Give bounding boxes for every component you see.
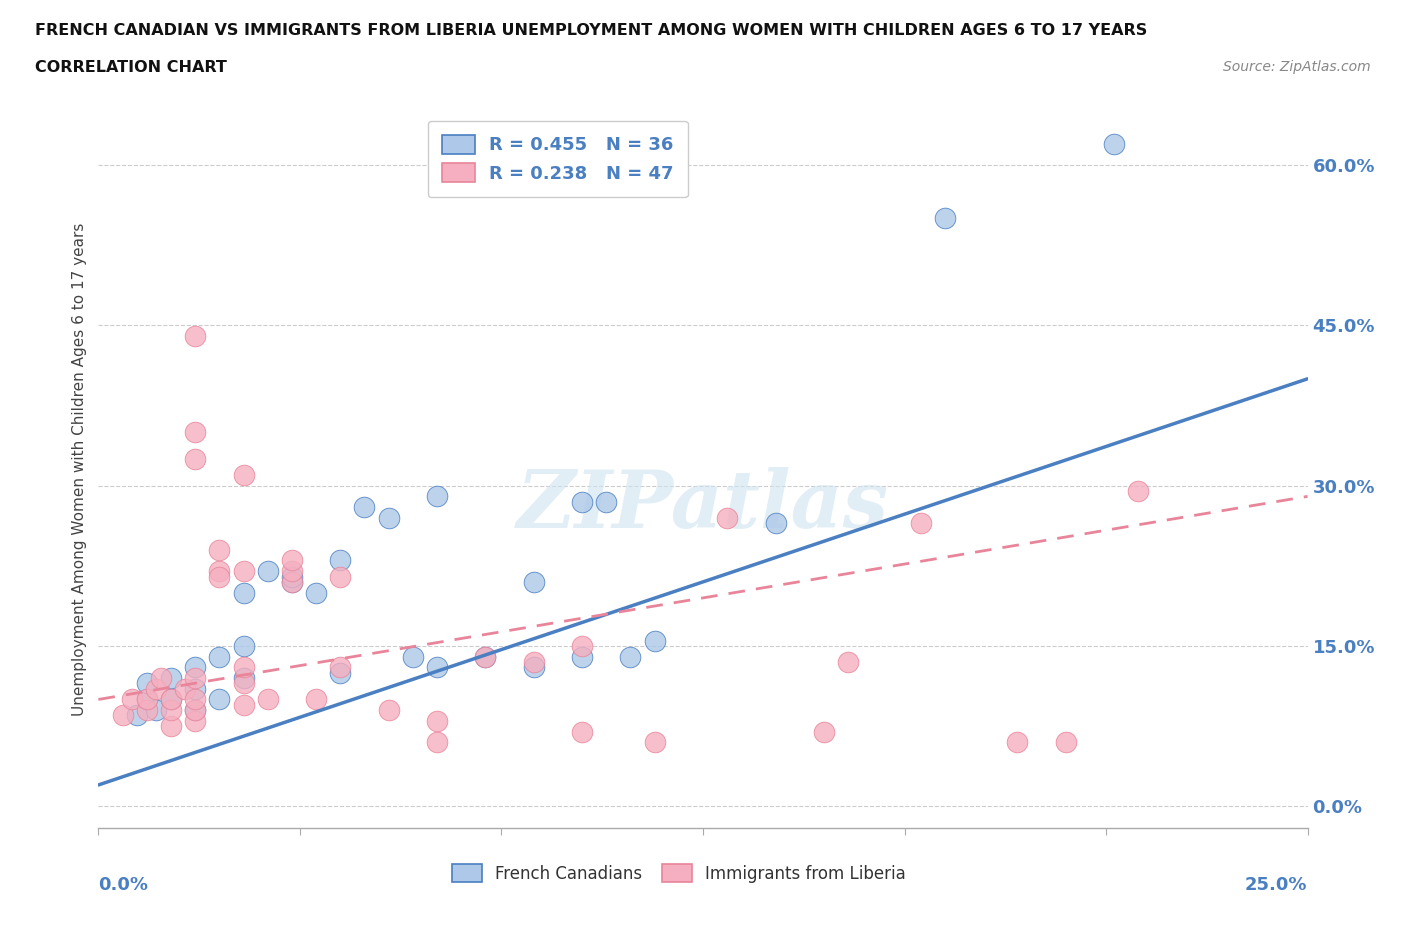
Point [281, 575, 304, 590]
Y-axis label: Unemployment Among Women with Children Ages 6 to 17 years: Unemployment Among Women with Children A… [72, 223, 87, 716]
Point [329, 665, 352, 680]
Point [523, 660, 546, 675]
Text: CORRELATION CHART: CORRELATION CHART [35, 60, 226, 75]
Point [232, 564, 254, 578]
Point [426, 735, 449, 750]
Point [1007, 735, 1029, 750]
Point [377, 703, 399, 718]
Point [208, 692, 231, 707]
Point [305, 692, 328, 707]
Point [281, 569, 304, 584]
Point [377, 511, 399, 525]
Point [184, 692, 207, 707]
Point [232, 671, 254, 685]
Point [232, 676, 254, 691]
Point [184, 703, 207, 718]
Point [765, 515, 787, 530]
Point [184, 425, 207, 440]
Point [281, 553, 304, 568]
Point [426, 660, 449, 675]
Point [837, 655, 859, 670]
Point [174, 682, 197, 697]
Point [160, 671, 183, 685]
Legend: French Canadians, Immigrants from Liberia: French Canadians, Immigrants from Liberi… [443, 857, 914, 891]
Point [281, 575, 304, 590]
Point [160, 692, 183, 707]
Point [281, 564, 304, 578]
Point [910, 515, 932, 530]
Point [184, 660, 207, 675]
Point [571, 639, 593, 654]
Point [1102, 136, 1125, 151]
Point [595, 494, 617, 509]
Text: Source: ZipAtlas.com: Source: ZipAtlas.com [1223, 60, 1371, 74]
Point [232, 698, 254, 712]
Point [426, 489, 449, 504]
Point [135, 676, 157, 691]
Point [571, 494, 593, 509]
Point [571, 724, 593, 739]
Point [208, 649, 231, 664]
Point [135, 692, 157, 707]
Point [934, 211, 956, 226]
Point [184, 703, 207, 718]
Point [571, 649, 593, 664]
Point [523, 655, 546, 670]
Point [1054, 735, 1077, 750]
Point [145, 682, 167, 697]
Point [208, 569, 231, 584]
Point [232, 639, 254, 654]
Point [184, 682, 207, 697]
Text: FRENCH CANADIAN VS IMMIGRANTS FROM LIBERIA UNEMPLOYMENT AMONG WOMEN WITH CHILDRE: FRENCH CANADIAN VS IMMIGRANTS FROM LIBER… [35, 23, 1147, 38]
Point [644, 633, 666, 648]
Point [111, 708, 134, 723]
Point [329, 660, 352, 675]
Point [329, 569, 352, 584]
Point [150, 671, 173, 685]
Point [184, 452, 207, 467]
Point [402, 649, 425, 664]
Point [184, 671, 207, 685]
Point [1128, 484, 1150, 498]
Point [474, 649, 496, 664]
Point [160, 703, 183, 718]
Text: 25.0%: 25.0% [1246, 876, 1308, 894]
Point [232, 468, 254, 483]
Point [135, 692, 157, 707]
Text: ZIPatlas: ZIPatlas [517, 467, 889, 544]
Point [474, 649, 496, 664]
Point [208, 542, 231, 557]
Point [329, 553, 352, 568]
Point [232, 660, 254, 675]
Point [305, 585, 328, 600]
Point [232, 585, 254, 600]
Point [160, 692, 183, 707]
Text: 0.0%: 0.0% [98, 876, 149, 894]
Point [256, 692, 278, 707]
Point [813, 724, 835, 739]
Point [160, 719, 183, 734]
Point [619, 649, 641, 664]
Point [184, 328, 207, 343]
Point [127, 708, 149, 723]
Point [353, 499, 375, 514]
Point [145, 703, 167, 718]
Point [644, 735, 666, 750]
Point [426, 713, 449, 728]
Point [716, 511, 738, 525]
Point [208, 564, 231, 578]
Point [523, 575, 546, 590]
Point [135, 703, 157, 718]
Point [184, 713, 207, 728]
Point [121, 692, 143, 707]
Point [256, 564, 278, 578]
